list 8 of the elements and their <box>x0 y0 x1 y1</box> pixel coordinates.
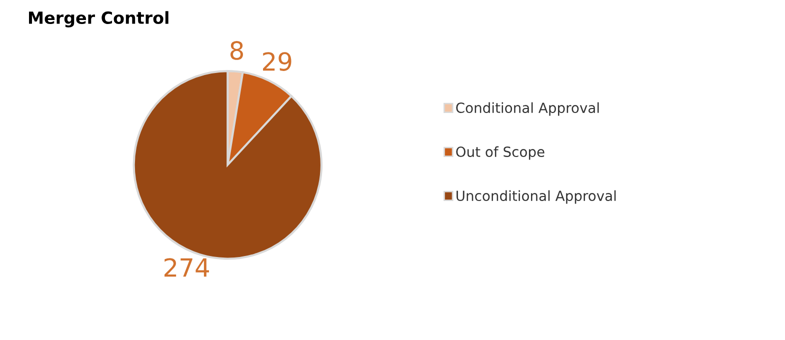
data-label: 8 <box>230 41 243 60</box>
chart-title: Merger Control <box>29 11 168 28</box>
legend-label: Conditional Approval <box>456 102 599 116</box>
data-label: 29 <box>263 52 292 71</box>
data-label: 274 <box>164 258 209 277</box>
legend-label: Out of Scope <box>456 146 544 160</box>
pie-slice <box>132 70 323 260</box>
legend-label: Unconditional Approval <box>456 190 616 204</box>
